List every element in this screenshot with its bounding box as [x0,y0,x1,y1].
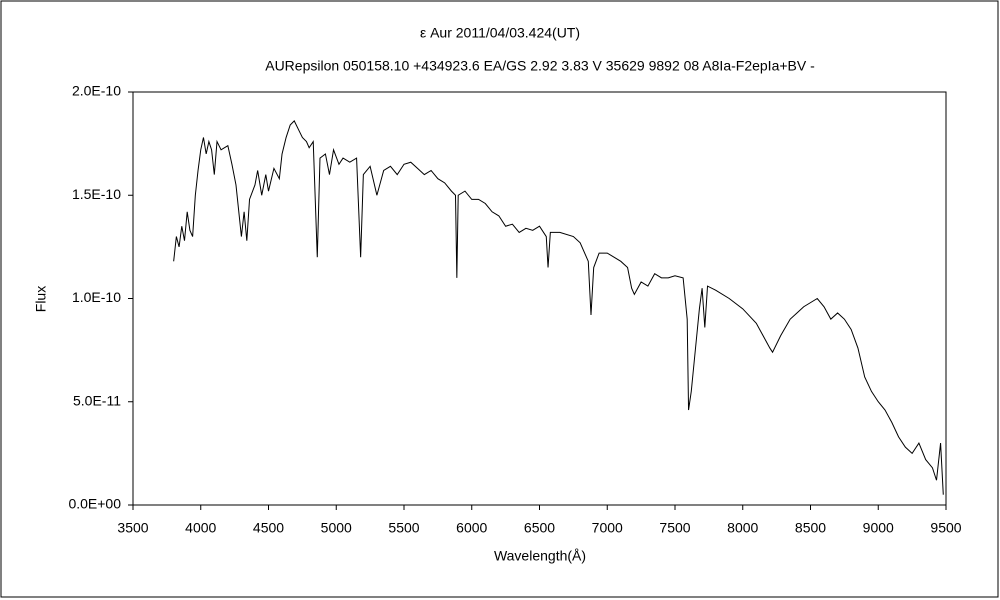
y-tick-label: 0.0E+00 [68,496,121,512]
y-axis-label: Flux [33,286,49,312]
x-tick-label: 9500 [930,520,961,536]
y-tick-label: 1.0E-10 [72,289,121,305]
x-tick-label: 3500 [117,520,148,536]
x-tick-label: 5000 [321,520,352,536]
x-tick-label: 6500 [524,520,555,536]
x-tick-label: 7000 [592,520,623,536]
x-axis-label: Wavelength(Å) [494,548,586,564]
x-tick-label: 5500 [388,520,419,536]
x-tick-label: 8500 [795,520,826,536]
chart-title: ε Aur 2011/04/03.424(UT) [420,25,580,41]
x-tick-label: 8000 [727,520,758,536]
x-tick-label: 6000 [456,520,487,536]
x-tick-label: 4500 [253,520,284,536]
x-tick-label: 7500 [659,520,690,536]
y-tick-label: 5.0E-11 [73,392,121,408]
y-tick-label: 2.0E-10 [72,83,121,99]
x-tick-label: 9000 [863,520,894,536]
chart-subtitle: AURepsilon 050158.10 +434923.6 EA/GS 2.9… [265,58,815,74]
x-tick-label: 4000 [185,520,216,536]
y-tick-label: 1.5E-10 [72,186,121,202]
spectrum-line [173,120,944,495]
